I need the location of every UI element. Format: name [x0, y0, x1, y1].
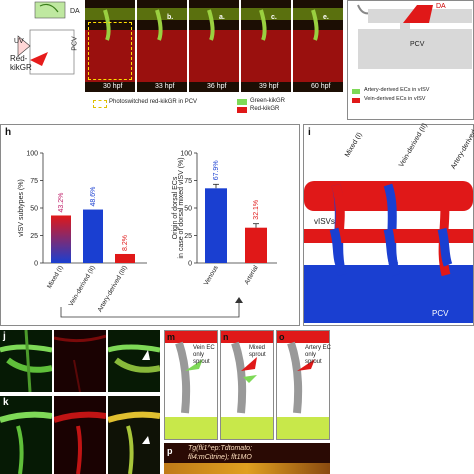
frame-time: 33 hpf [155, 83, 175, 90]
panel-h-letter: h [5, 127, 12, 138]
top-legend: Photoswitched red-kikGR in PCV Green-kik… [85, 97, 345, 117]
green-legend-label: Green-kikGR [250, 98, 286, 104]
y-tick-label: 75 [30, 178, 38, 185]
panel-n-letter: n [223, 332, 229, 342]
photoswitch-region [88, 22, 132, 80]
frame-time: 60 hpf [311, 83, 331, 90]
y-tick-label: 25 [184, 233, 192, 240]
panel-o: o Artery EC only sprout [276, 330, 332, 440]
y-tick-label: 100 [26, 151, 38, 158]
y-tick-label: 0 [34, 261, 38, 268]
panel-p-line2: fli4:mCitrine); flt1MO [188, 454, 252, 461]
photoswitch-legend-swatch [93, 100, 107, 108]
frame-letter: b. [167, 14, 174, 21]
panel-p-band [164, 463, 330, 474]
timelapse-frame [189, 0, 239, 92]
vessel-schematic [352, 4, 472, 103]
panel-j-letter: j [3, 331, 6, 342]
y-tick-label: 100 [180, 151, 192, 158]
y-axis-label-line2: in case of dorsal mixed vISV (%) [178, 157, 185, 258]
red-legend-label: Red-kikGR [250, 106, 280, 112]
bar [205, 188, 227, 263]
timelapse-frame [137, 0, 187, 92]
data-label: 67.9% [213, 160, 220, 180]
frame-time: 39 hpf [259, 83, 279, 90]
data-label: 32.1% [253, 200, 260, 220]
panel-j-green [0, 330, 52, 392]
da-label: DA [70, 8, 80, 15]
schematic-da-label: DA [436, 3, 446, 10]
panel-j-merge [108, 330, 160, 392]
link-arrow-head [235, 297, 243, 303]
panel-o-letter: o [279, 332, 285, 342]
panel-i-pcv-label: PCV [432, 309, 449, 318]
bar [51, 215, 71, 263]
top-left-schematic [0, 0, 80, 108]
frame-time: 30 hpf [103, 83, 123, 90]
link-arrow-line [60, 301, 240, 318]
panel-m: m Vein EC only sprout [164, 330, 218, 440]
x-tick-label: Vein-derived (II) [68, 265, 97, 308]
y-tick-label: 75 [184, 178, 192, 185]
timelapse-frame [293, 0, 343, 92]
red-legend-swatch [237, 107, 247, 113]
schematic-pcv-label: PCV [410, 41, 425, 48]
bar [115, 253, 135, 263]
x-tick-label: Arterial [243, 264, 260, 286]
frame-letter: e. [323, 14, 329, 21]
top-right-schematic: DA PCV Artery-derived ECs in vISV Vein-d… [347, 0, 474, 120]
y-axis-label: vISV subtypes (%) [18, 179, 25, 237]
y-tick-label: 50 [184, 206, 192, 213]
pcv-label: PCV [71, 36, 79, 51]
panel-h: h 0 25 50 75 100 vISV subtypes (%) 43.2% Mixed … [0, 124, 300, 326]
timelapse-frame [241, 0, 291, 92]
panel-p-letter: p [167, 446, 173, 456]
panel-j-red [54, 330, 106, 392]
x-tick-label: Artery-derived (III) [96, 265, 128, 314]
y-tick-label: 25 [30, 233, 38, 240]
x-tick-label: Mixed (I) [46, 265, 65, 290]
frame-time: 36 hpf [207, 83, 227, 90]
frame-letter: a. [219, 14, 225, 21]
panel-k-green [0, 396, 52, 474]
visv-diagram [304, 181, 473, 323]
panel-k-red [54, 396, 106, 474]
schematic-legend-vein: Vein-derived ECs in vISV [364, 96, 426, 102]
embryo-schematic [17, 1, 75, 75]
green-legend-swatch [237, 99, 247, 105]
panel-n: n Mixed sprout [220, 330, 274, 440]
x-tick-label: Venous [203, 264, 220, 287]
frame-letter: c. [271, 14, 277, 21]
panel-i-visv-label: vISVs [314, 217, 335, 226]
photoswitch-legend-label: Photoswitched red-kikGR in PCV [109, 99, 198, 105]
panel-m-caption: Vein EC only sprout [193, 345, 215, 365]
panel-h-charts: 0 25 50 75 100 vISV subtypes (%) 43.2% Mixed (I… [18, 151, 277, 318]
uv-label: UV [14, 38, 24, 45]
bar [83, 209, 103, 263]
panel-n-caption: Mixed sprout [249, 345, 266, 358]
panel-p: p Tg(fli1^ep:Tdtomato; fli4:mCitrine); f… [164, 443, 330, 474]
panel-i: i Mixed (I) Vein-derived (II) Artery-der… [303, 118, 474, 326]
panel-i-letter: i [308, 127, 311, 138]
panel-k-letter: k [3, 397, 9, 408]
y-tick-label: 0 [188, 261, 192, 268]
panel-k-merge [108, 396, 160, 474]
schematic-legend-artery: Artery-derived ECs in vISV [364, 87, 430, 93]
data-label: 8.2% [122, 235, 129, 251]
red-kikgr-label: Red- kikGR [10, 54, 32, 72]
bar [245, 227, 267, 263]
panel-o-caption: Artery EC only sprout [305, 345, 332, 365]
panel-m-letter: m [167, 332, 176, 342]
panel-p-line1: Tg(fli1^ep:Tdtomato; [188, 445, 252, 452]
data-label: 48.6% [90, 187, 97, 207]
timelapse-frame [85, 0, 135, 92]
y-tick-label: 50 [30, 206, 38, 213]
data-label: 43.2% [58, 193, 65, 213]
y-axis-label: Origin of dorsal ECs [172, 176, 179, 239]
